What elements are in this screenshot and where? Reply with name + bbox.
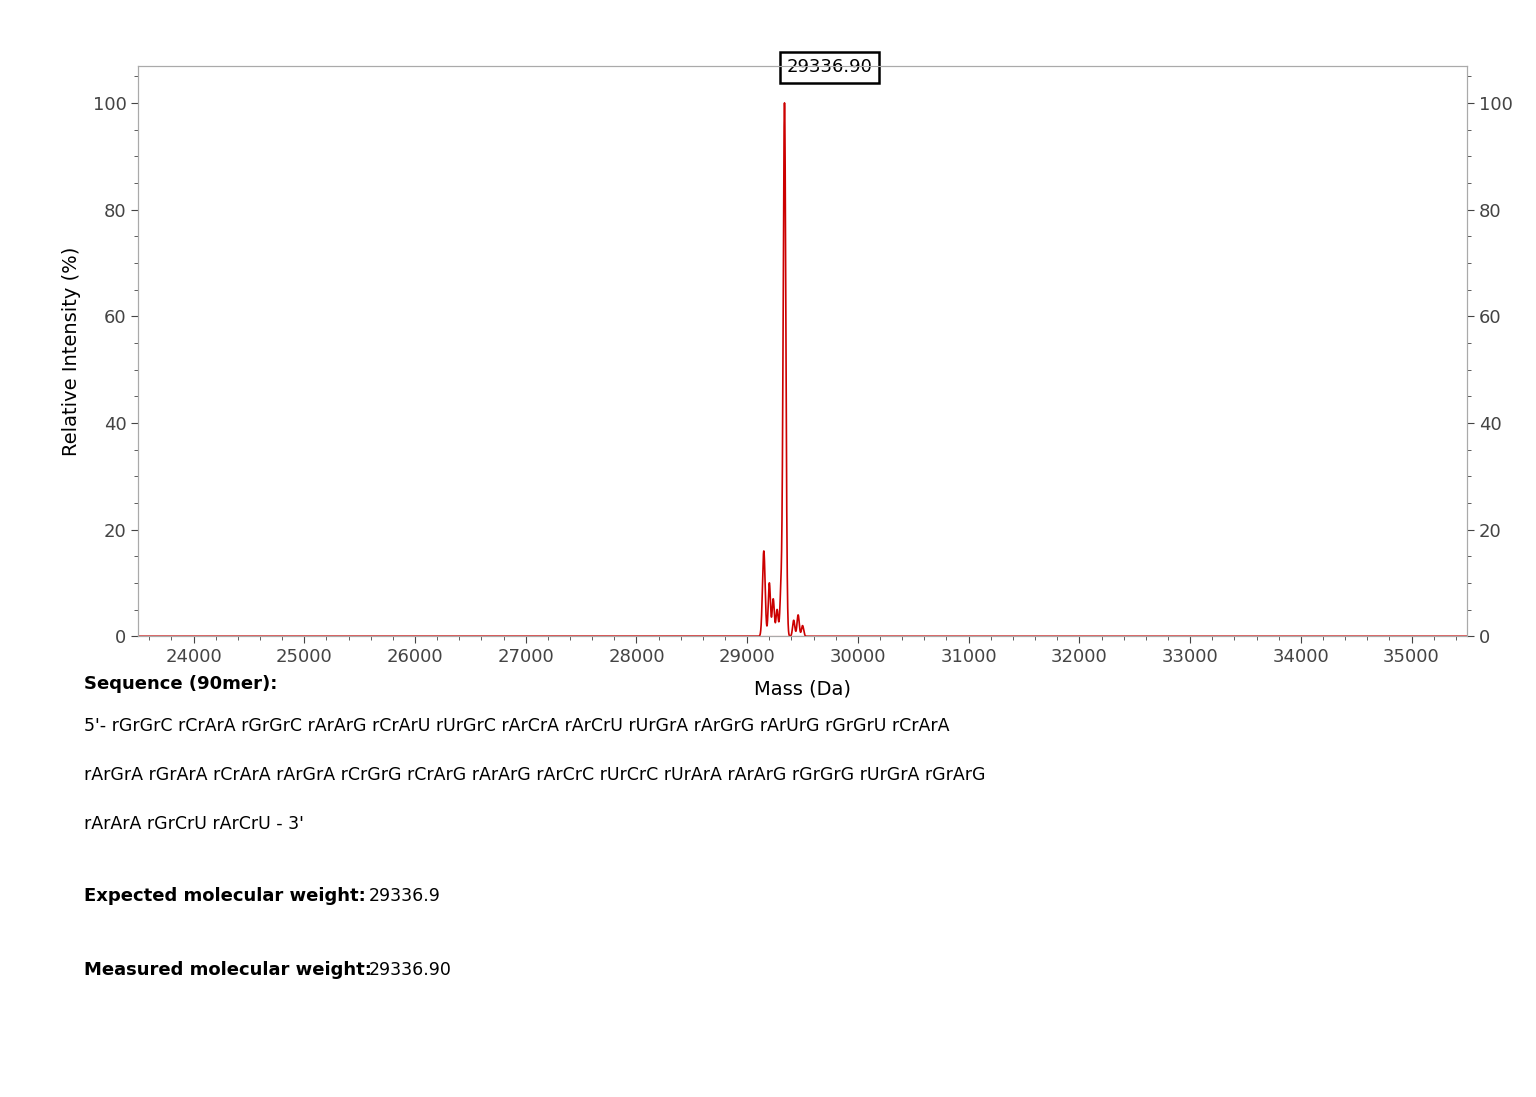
Y-axis label: Relative Intensity (%): Relative Intensity (%): [63, 247, 81, 455]
X-axis label: Mass (Da): Mass (Da): [754, 680, 851, 699]
Text: rArGrA rGrArA rCrArA rArGrA rCrGrG rCrArG rArArG rArCrC rUrCrC rUrArA rArArG rGr: rArGrA rGrArA rCrArA rArGrA rCrGrG rCrAr…: [84, 766, 986, 784]
Text: 29336.90: 29336.90: [786, 58, 872, 77]
Text: rArArA rGrCrU rArCrU - 3': rArArA rGrCrU rArCrU - 3': [84, 815, 304, 834]
Text: Measured molecular weight:: Measured molecular weight:: [84, 961, 372, 979]
Text: 29336.90: 29336.90: [369, 961, 452, 979]
Text: 5'- rGrGrC rCrArA rGrGrC rArArG rCrArU rUrGrC rArCrA rArCrU rUrGrA rArGrG rArUrG: 5'- rGrGrC rCrArA rGrGrC rArArG rCrArU r…: [84, 716, 949, 735]
Text: Sequence (90mer):: Sequence (90mer):: [84, 675, 278, 692]
Text: Expected molecular weight:: Expected molecular weight:: [84, 886, 366, 905]
Text: 29336.9: 29336.9: [369, 886, 441, 905]
